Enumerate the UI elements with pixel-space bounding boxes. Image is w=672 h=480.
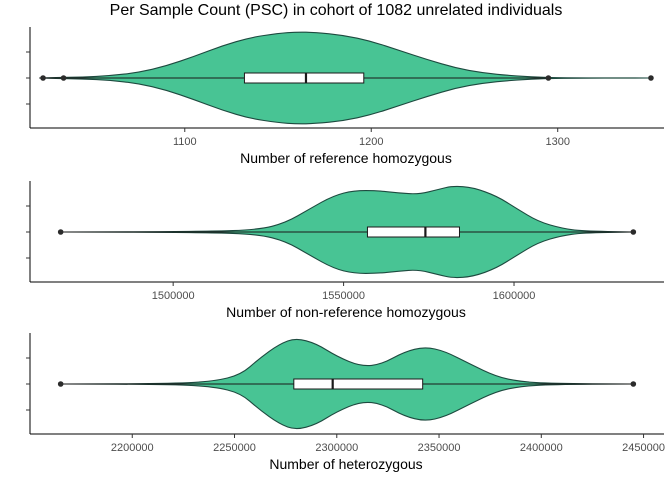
x-tick-label-3-4: 2350000 [418,442,461,454]
outlier-point-1-1 [40,75,46,81]
outlier-point-3-2 [630,381,637,387]
x-tick-label-3-5: 2400000 [520,442,563,454]
x-tick-label-1-2: 1200 [359,136,383,148]
chart-title: Per Sample Count (PSC) in cohort of 1082… [109,2,563,19]
x-tick-label-3-2: 2250000 [213,442,256,454]
x-tick-label-1-3: 1300 [545,136,569,148]
x-tick-label-3-3: 2300000 [315,442,358,454]
box-2 [366,226,460,238]
x-tick-label-1-1: 1100 [173,136,197,148]
outlier-point-1-4 [648,75,654,81]
outlier-point-3-1 [57,381,64,387]
x-tick-label-3-1: 2200000 [111,442,154,454]
x-axis-label-1: Number of reference homozygous [240,150,452,166]
x-axis-label-2: Number of non-reference homozygous [226,304,466,320]
outlier-point-2-1 [57,229,64,235]
x-tick-label-2-2: 1550000 [322,290,365,302]
outlier-point-1-3 [545,75,552,81]
outlier-point-1-2 [60,75,67,81]
x-tick-label-2-1: 1500000 [152,290,195,302]
outlier-point-2-2 [630,229,637,235]
box-1 [243,72,365,84]
box-3 [293,378,424,390]
x-tick-label-3-6: 2450000 [622,442,665,454]
x-tick-label-2-3: 1600000 [493,290,536,302]
x-axis-label-3: Number of heterozygous [269,456,422,472]
